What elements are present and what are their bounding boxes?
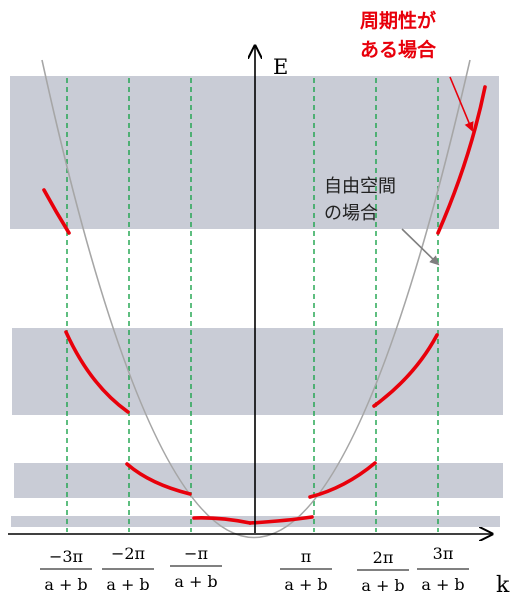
tick-numerator: −π <box>184 544 208 563</box>
energy-axis-label: E <box>273 55 288 79</box>
periodic-segment-bottom-left <box>192 516 252 525</box>
tick-numerator: −2π <box>111 544 145 563</box>
tick-denominator: a + b <box>421 575 464 594</box>
tick-denominator: a + b <box>284 575 327 594</box>
periodic-segment-left-low <box>125 462 192 496</box>
periodic-segment-right-mid <box>372 333 439 408</box>
energy-band-3 <box>12 328 503 415</box>
energy-bands <box>10 76 503 527</box>
tick-numerator: −3π <box>49 547 83 566</box>
tick-numerator: 3π <box>433 544 454 563</box>
free-pointer-arrow <box>401 228 440 266</box>
periodic-pointer-arrow <box>449 76 474 132</box>
tick-label-pos3: 3π a + b <box>417 544 469 594</box>
periodic-segment-right-low <box>308 461 377 499</box>
tick-labels: −3π a + b −2π a + b −π a + b π a + b 2π … <box>40 544 469 595</box>
periodic-segment-left-mid <box>64 330 130 414</box>
periodic-label-line2: ある場合 <box>360 38 437 61</box>
tick-denominator: a + b <box>174 572 217 591</box>
free-space-annotation: 自由空間 の場合 <box>324 176 440 266</box>
tick-denominator: a + b <box>361 576 404 595</box>
periodic-curve <box>42 85 487 525</box>
tick-denominator: a + b <box>44 575 87 594</box>
zone-boundaries <box>66 78 439 532</box>
tick-label-neg2: −2π a + b <box>102 544 154 594</box>
periodic-segment-right-top <box>436 85 487 235</box>
free-label-line2: の場合 <box>324 203 378 224</box>
tick-numerator: π <box>301 547 312 566</box>
tick-label-neg1: −π a + b <box>170 544 222 591</box>
k-axis-label: k <box>496 573 510 598</box>
free-label-line1: 自由空間 <box>324 176 396 197</box>
tick-label-pos1: π a + b <box>280 547 332 594</box>
tick-label-pos2: 2π a + b <box>357 548 409 595</box>
periodic-segment-left-top <box>42 188 71 235</box>
periodic-annotation: 周期性が ある場合 <box>360 9 474 132</box>
free-space-curve <box>41 59 471 538</box>
energy-band-2 <box>14 463 503 498</box>
tick-label-neg3: −3π a + b <box>40 547 92 594</box>
periodic-label-line1: 周期性が <box>360 9 436 32</box>
tick-denominator: a + b <box>106 575 149 594</box>
tick-numerator: 2π <box>373 548 394 567</box>
